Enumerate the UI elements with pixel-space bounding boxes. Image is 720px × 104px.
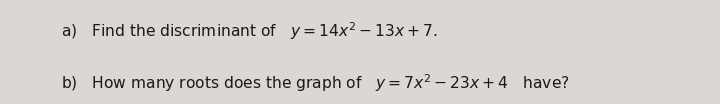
Text: a)   Find the discriminant of   $y = 14x^{2} - 13x + 7.$: a) Find the discriminant of $y = 14x^{2}… (61, 20, 438, 42)
Text: b)   How many roots does the graph of   $y = 7x^{2} - 23x + 4$   have?: b) How many roots does the graph of $y =… (61, 72, 570, 94)
